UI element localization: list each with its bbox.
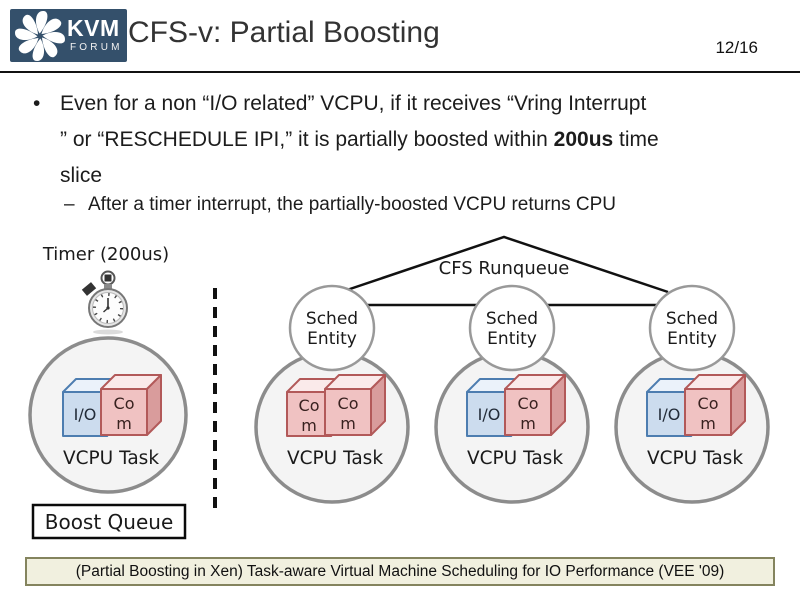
- vcpu-task-label: VCPU Task: [647, 448, 743, 469]
- svg-text:Entity: Entity: [667, 329, 717, 349]
- bullet-line-3: slice: [60, 164, 103, 187]
- sched-entity-2: Sched Entity: [468, 284, 556, 372]
- cube-label: Co: [338, 394, 359, 413]
- cube-label: m: [301, 416, 317, 435]
- svg-text:Sched: Sched: [486, 309, 538, 329]
- citation-text: (Partial Boosting in Xen) Task-aware Vir…: [75, 562, 725, 580]
- sub-bullet-marker: –: [64, 194, 75, 215]
- com-cube: [100, 374, 162, 436]
- com-cube: [504, 374, 566, 436]
- page-number: 12/16: [715, 38, 758, 57]
- pinwheel-flower-icon: [15, 11, 65, 61]
- svg-text:Entity: Entity: [487, 329, 537, 349]
- cube-label: m: [116, 414, 132, 433]
- sched-entity-3: Sched Entity: [648, 284, 736, 372]
- cube-label: I/O: [74, 405, 97, 424]
- stopwatch-icon: [81, 270, 128, 335]
- citation-bar: (Partial Boosting in Xen) Task-aware Vir…: [25, 557, 775, 586]
- cube-label: Co: [518, 394, 539, 413]
- cube-label: I/O: [658, 405, 681, 424]
- logo-sub-text: FORUM: [70, 42, 123, 53]
- bullet-marker: •: [33, 92, 41, 115]
- bullet-line-2: ” or “RESCHEDULE IPI,” it is partially b…: [60, 128, 659, 151]
- slide-title: CFS-v: Partial Boosting: [128, 16, 440, 49]
- main-bullet: Even for a non “I/O related” VCPU, if it…: [60, 86, 659, 194]
- boost-queue-box: Boost Queue: [31, 503, 187, 540]
- bold-200us: 200us: [553, 128, 614, 151]
- sub-bullet: After a timer interrupt, the partially-b…: [88, 194, 616, 215]
- vcpu-task-label: VCPU Task: [63, 448, 159, 469]
- boost-queue-label: Boost Queue: [45, 510, 174, 534]
- vcpu-task-label: VCPU Task: [467, 448, 563, 469]
- scheduling-diagram: CFS Runqueue Timer (200us): [28, 235, 770, 540]
- vcpu-task-label: VCPU Task: [287, 448, 383, 469]
- cfs-runqueue-label: CFS Runqueue: [439, 258, 570, 279]
- bullet-line-1: Even for a non “I/O related” VCPU, if it…: [60, 92, 647, 115]
- com-cube: [324, 374, 386, 436]
- sched-entity-1: Sched Entity: [288, 284, 376, 372]
- timer-label: Timer (200us): [42, 244, 169, 265]
- cube-label: m: [700, 414, 716, 433]
- cube-label: m: [340, 414, 356, 433]
- svg-text:Sched: Sched: [666, 309, 718, 329]
- cfs-runqueue-roof-lines: [340, 235, 669, 294]
- cube-label: Co: [114, 394, 135, 413]
- com-cube: [684, 374, 746, 436]
- kvm-forum-logo: KVM FORUM: [10, 9, 127, 62]
- logo-brand-text: KVM: [67, 15, 120, 41]
- cube-label: I/O: [478, 405, 501, 424]
- header-divider: [0, 71, 800, 73]
- sched-entity-line2: Entity: [307, 329, 357, 349]
- cube-label: Co: [698, 394, 719, 413]
- sched-entity-line1: Sched: [306, 309, 358, 329]
- cube-label: Co: [299, 396, 320, 415]
- cube-label: m: [520, 414, 536, 433]
